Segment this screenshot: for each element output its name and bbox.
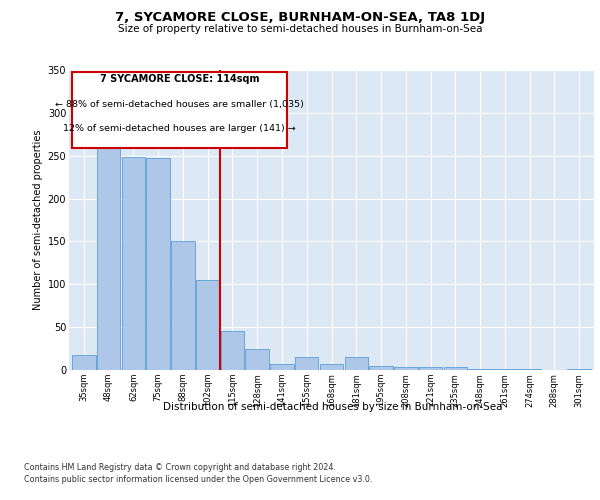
Bar <box>122 158 145 370</box>
Text: Contains public sector information licensed under the Open Government Licence v3: Contains public sector information licen… <box>24 475 373 484</box>
Bar <box>295 357 319 370</box>
Text: 12% of semi-detached houses are larger (141) →: 12% of semi-detached houses are larger (… <box>63 124 296 133</box>
Bar <box>369 366 393 370</box>
Bar <box>419 366 442 370</box>
Text: ← 88% of semi-detached houses are smaller (1,035): ← 88% of semi-detached houses are smalle… <box>55 100 304 109</box>
Bar <box>171 242 194 370</box>
Text: 7 SYCAMORE CLOSE: 114sqm: 7 SYCAMORE CLOSE: 114sqm <box>100 74 259 85</box>
Text: Distribution of semi-detached houses by size in Burnham-on-Sea: Distribution of semi-detached houses by … <box>163 402 503 412</box>
Bar <box>196 280 220 370</box>
FancyBboxPatch shape <box>71 72 287 148</box>
Bar <box>270 364 294 370</box>
Bar <box>344 357 368 370</box>
Text: Size of property relative to semi-detached houses in Burnham-on-Sea: Size of property relative to semi-detach… <box>118 24 482 34</box>
Y-axis label: Number of semi-detached properties: Number of semi-detached properties <box>34 130 43 310</box>
Bar <box>518 369 541 370</box>
Bar <box>320 364 343 370</box>
Bar <box>72 354 95 370</box>
Bar <box>568 369 591 370</box>
Bar <box>97 143 121 370</box>
Bar <box>245 350 269 370</box>
Bar <box>443 366 467 370</box>
Text: Contains HM Land Registry data © Crown copyright and database right 2024.: Contains HM Land Registry data © Crown c… <box>24 462 336 471</box>
Bar <box>493 369 517 370</box>
Bar <box>469 369 492 370</box>
Text: 7, SYCAMORE CLOSE, BURNHAM-ON-SEA, TA8 1DJ: 7, SYCAMORE CLOSE, BURNHAM-ON-SEA, TA8 1… <box>115 11 485 24</box>
Bar <box>146 158 170 370</box>
Bar <box>221 330 244 370</box>
Bar <box>394 366 418 370</box>
